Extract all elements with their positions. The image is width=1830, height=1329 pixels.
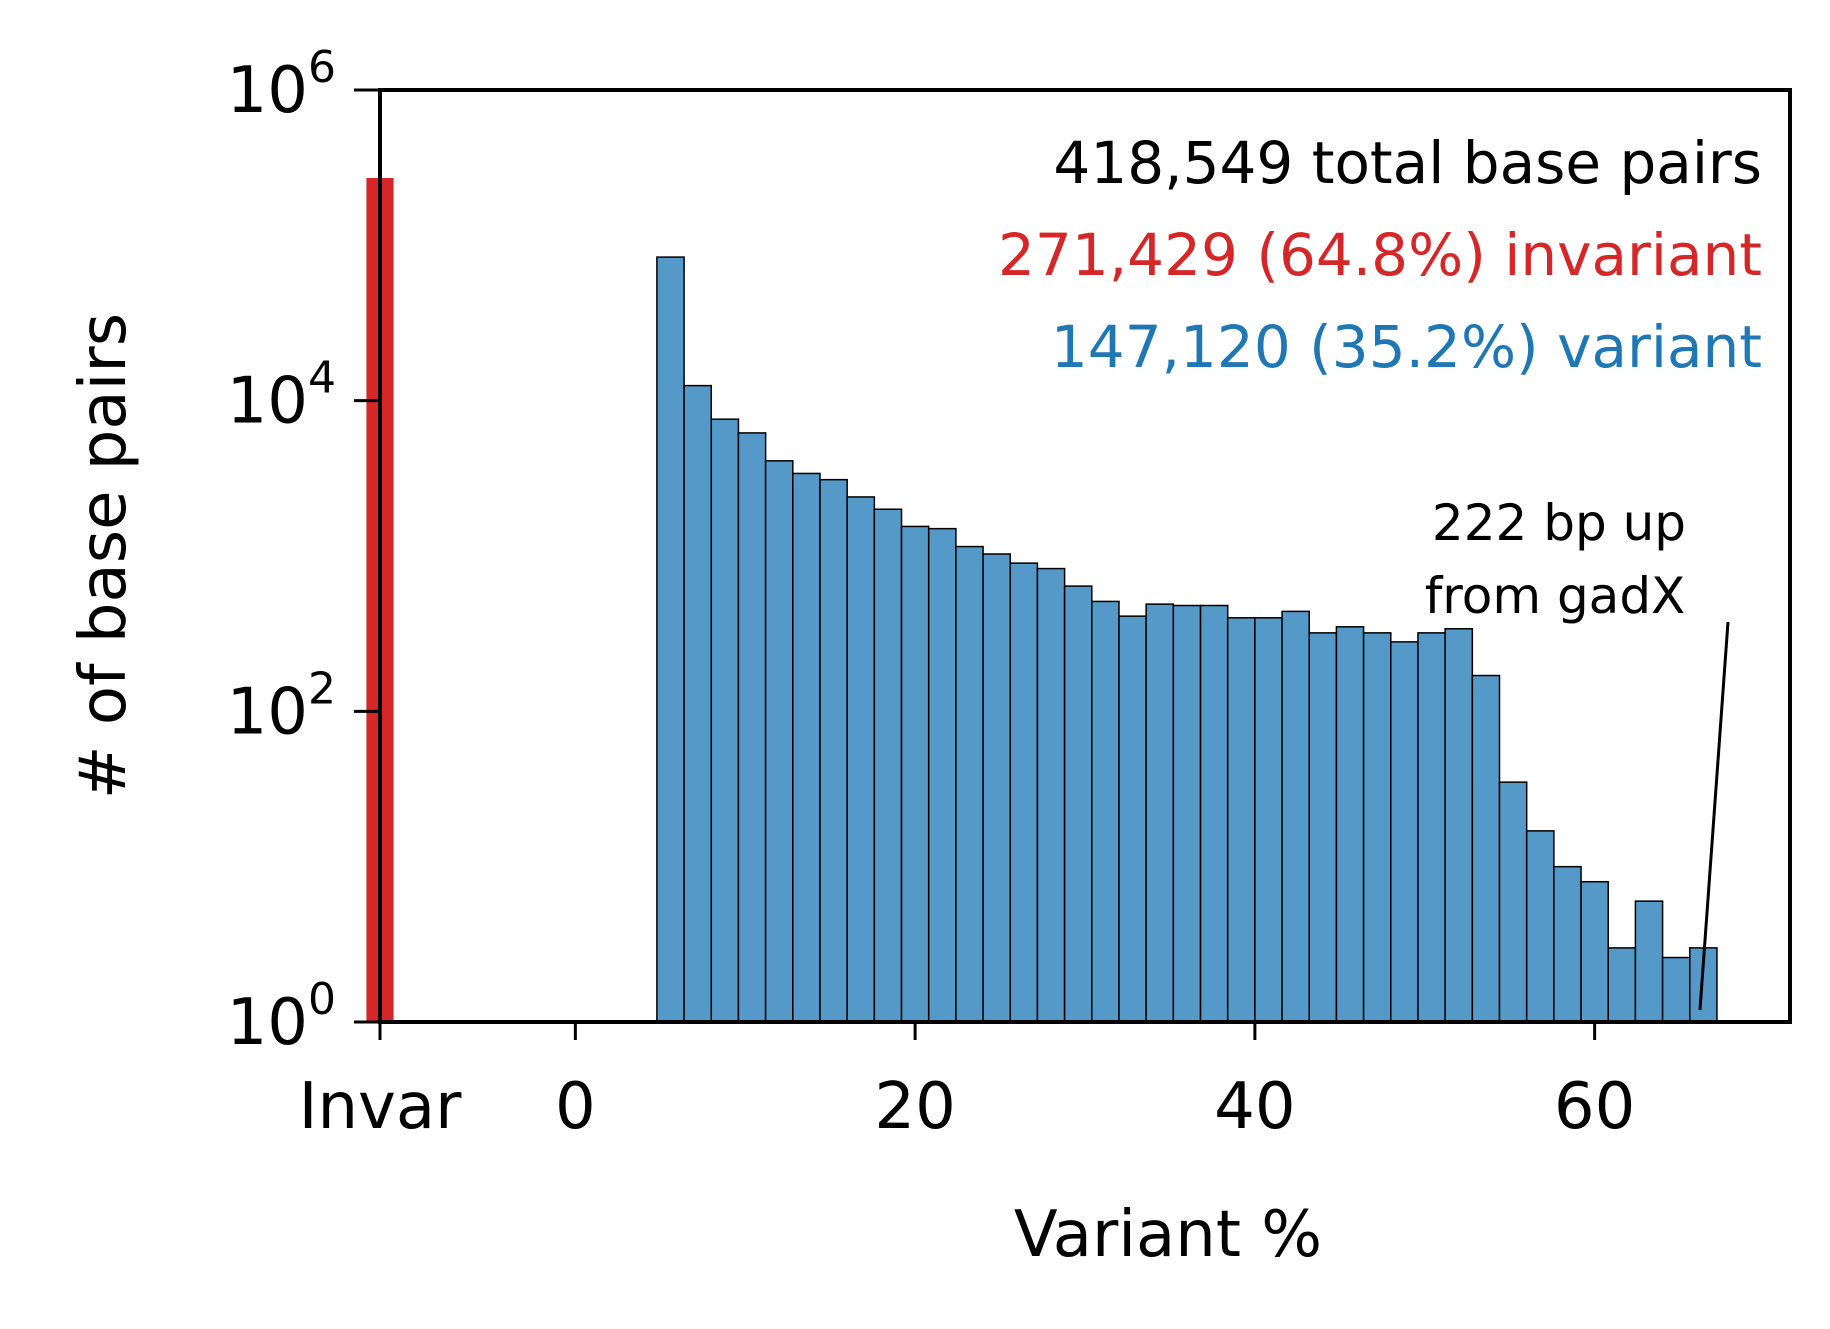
variant-bar [982, 553, 1012, 1023]
x-tick-label: 40 [1214, 1070, 1295, 1144]
y-tick-label: 104 [227, 353, 336, 439]
y-tick-label: 100 [227, 974, 336, 1060]
variant-bar [764, 460, 794, 1023]
variant-bar [1091, 600, 1120, 1023]
variant-bar [819, 478, 848, 1023]
variant-bar [1553, 865, 1582, 1023]
variant-bar [927, 527, 957, 1023]
x-tick-label: 60 [1554, 1070, 1635, 1144]
bars-layer [366, 177, 1718, 1023]
x-tick-label: 20 [874, 1070, 955, 1144]
x-tick-label: 0 [555, 1070, 596, 1144]
x-axis-label: Variant % [1014, 1198, 1322, 1272]
variant-bar [1661, 956, 1691, 1023]
x-tick-label: Invar [299, 1070, 463, 1144]
variant-bar [1199, 604, 1229, 1023]
variant-bar [1009, 562, 1039, 1023]
variant-bar [1607, 947, 1637, 1023]
variant-bar [1362, 632, 1392, 1023]
annotation-line-1: 222 bp up [1432, 494, 1686, 552]
stat-variant: 147,120 (35.2%) variant [1051, 313, 1762, 381]
variant-bar [656, 256, 685, 1023]
variant-bar [1254, 617, 1283, 1023]
annotation-arrow [1698, 621, 1730, 1011]
variant-bar [1036, 567, 1066, 1023]
stat-total: 418,549 total base pairs [1053, 129, 1762, 197]
annotation-line-2: from gadX [1425, 567, 1686, 625]
stat-invariant: 271,429 (64.8%) invariant [998, 221, 1762, 289]
variant-bar [1145, 603, 1175, 1023]
ticks-layer: Invar 0 20 40 60 100 102 104 106 [227, 42, 1636, 1144]
variant-bar [1172, 604, 1202, 1023]
variant-bar [900, 525, 930, 1023]
variant-bar [1118, 615, 1147, 1023]
variant-bar [1525, 830, 1555, 1023]
variant-bar [792, 472, 821, 1023]
variant-bar [1444, 628, 1474, 1023]
variant-bar [1390, 641, 1419, 1023]
y-tick-label: 106 [227, 42, 336, 128]
y-axis-label: # of base pairs [67, 313, 141, 799]
y-tick-label: 102 [227, 663, 336, 749]
variant-bar [1063, 585, 1093, 1023]
variant-bar [1498, 781, 1528, 1023]
variant-bar [737, 432, 767, 1023]
variant-bar [1471, 674, 1501, 1023]
variant-bar [1335, 626, 1365, 1023]
variant-bar [955, 545, 984, 1023]
variant-bar [1308, 632, 1338, 1023]
variant-bar [710, 418, 740, 1023]
variant-bar [846, 496, 876, 1023]
variant-bar [683, 384, 713, 1023]
variant-bar [1281, 610, 1310, 1023]
variant-bar [1226, 617, 1256, 1023]
variant-bar [1634, 900, 1664, 1023]
variant-bar [1417, 632, 1446, 1023]
variant-bar [1580, 880, 1609, 1023]
variant-bar [873, 508, 903, 1023]
plot-frame [378, 88, 1792, 1024]
